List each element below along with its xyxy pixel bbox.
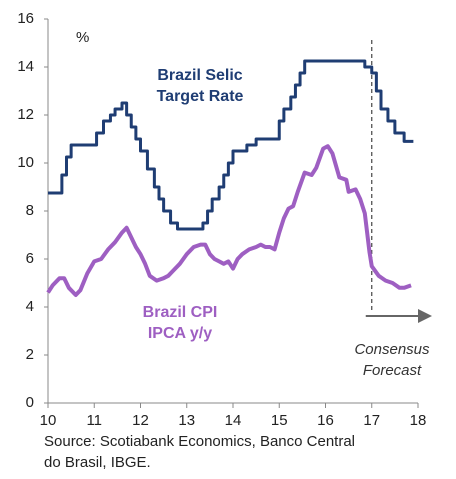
y-tick-label: 2 (26, 346, 34, 363)
series-line (48, 59, 414, 231)
y-tick-label: 16 (17, 10, 34, 27)
y-tick-label: 0 (26, 394, 34, 411)
y-tick-label: 10 (17, 154, 34, 171)
forecast-label: Forecast (363, 362, 422, 379)
y-tick-label: 6 (26, 250, 34, 267)
x-tick-label: 12 (132, 412, 149, 429)
series-label: Target Rate (157, 88, 244, 105)
source: do Brasil, IBGE. (44, 454, 151, 471)
series-label: Brazil CPI (143, 304, 218, 321)
y-tick-label: 8 (26, 202, 34, 219)
x-tick-label: 13 (178, 412, 195, 429)
series-label: Brazil Selic (157, 67, 242, 84)
series-line (46, 144, 412, 297)
forecast-label: Consensus (354, 341, 430, 358)
forecast-arrowhead (418, 309, 432, 323)
x-tick-label: 18 (410, 412, 427, 429)
x-tick-label: 17 (363, 412, 380, 429)
source: Source: Scotiabank Economics, Banco Cent… (44, 433, 355, 450)
unit-label: % (76, 29, 89, 46)
series-label: IPCA y/y (148, 325, 212, 342)
y-tick-label: 12 (17, 106, 34, 123)
x-tick-label: 15 (271, 412, 288, 429)
x-tick-label: 11 (86, 412, 102, 429)
x-tick-label: 16 (317, 412, 334, 429)
y-tick-label: 14 (17, 58, 34, 75)
x-tick-label: 10 (40, 412, 57, 429)
x-tick-label: 14 (225, 412, 242, 429)
y-tick-label: 4 (26, 298, 34, 315)
